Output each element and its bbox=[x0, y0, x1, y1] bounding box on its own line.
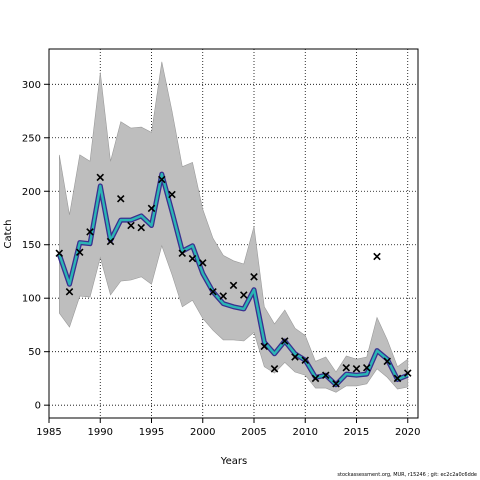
observed-point bbox=[301, 356, 310, 365]
observed-point bbox=[291, 353, 299, 361]
y-tick-label: 200 bbox=[22, 187, 41, 198]
observed-point bbox=[55, 249, 64, 258]
observed-point bbox=[147, 204, 156, 213]
x-tick-label: 2020 bbox=[395, 427, 420, 438]
observed-point bbox=[342, 363, 351, 372]
observed-point bbox=[209, 288, 217, 296]
x-axis: 1985 1990 1995 2000 2005 2010 2015 2020 bbox=[36, 418, 420, 438]
observed-point bbox=[352, 365, 361, 373]
observed-point bbox=[321, 371, 330, 379]
observed-point bbox=[86, 228, 94, 236]
y-tick-label: 150 bbox=[22, 240, 41, 251]
observed-point bbox=[250, 273, 258, 281]
observed-point bbox=[260, 342, 269, 351]
x-tick-label: 2000 bbox=[190, 427, 215, 438]
y-tick-label: 50 bbox=[28, 347, 41, 358]
x-tick-label: 2015 bbox=[344, 427, 369, 438]
observed-point bbox=[383, 357, 392, 366]
observed-point bbox=[280, 337, 289, 345]
y-tick-label: 0 bbox=[35, 401, 41, 412]
confidence-band bbox=[59, 61, 409, 393]
observed-point bbox=[188, 254, 197, 263]
y-tick-label: 300 bbox=[22, 80, 41, 91]
y-axis: 0 50 100 150 200 250 300 bbox=[22, 80, 49, 412]
fitted-catch-highlight bbox=[58, 172, 409, 386]
observed-point bbox=[127, 221, 135, 230]
y-tick-label: 250 bbox=[22, 133, 41, 144]
observed-point bbox=[75, 248, 84, 256]
observed-point bbox=[403, 369, 412, 377]
observed-point bbox=[362, 363, 371, 372]
plot-frame bbox=[48, 48, 419, 419]
observed-point bbox=[157, 175, 166, 184]
observed-point bbox=[96, 173, 105, 182]
observed-point bbox=[65, 288, 74, 296]
observed-point bbox=[229, 281, 238, 290]
x-tick-label: 1985 bbox=[36, 427, 61, 438]
x-tick-label: 1990 bbox=[88, 427, 113, 438]
x-axis-title: Years bbox=[220, 456, 247, 467]
observed-point bbox=[116, 194, 125, 203]
observed-point bbox=[311, 374, 320, 383]
observed-point bbox=[393, 374, 402, 383]
observed-point bbox=[219, 292, 228, 300]
observed-point bbox=[178, 249, 187, 258]
y-tick-label: 100 bbox=[22, 294, 41, 305]
x-tick-label: 1995 bbox=[139, 427, 164, 438]
observed-point bbox=[198, 259, 207, 267]
y-axis-title: Catch bbox=[3, 220, 14, 249]
x-tick-label: 2010 bbox=[293, 427, 318, 438]
x-tick-label: 2005 bbox=[241, 427, 266, 438]
observed-point bbox=[168, 190, 176, 199]
observed-point bbox=[373, 252, 381, 261]
observed-point bbox=[239, 291, 248, 299]
observed-point bbox=[137, 223, 146, 232]
observed-point bbox=[106, 237, 115, 246]
footer-credit: stockassessment.org, MUR, r15246 ; git: … bbox=[337, 472, 477, 478]
observed-catch-points bbox=[55, 173, 412, 388]
observed-point bbox=[270, 365, 279, 373]
observed-point bbox=[332, 380, 340, 388]
